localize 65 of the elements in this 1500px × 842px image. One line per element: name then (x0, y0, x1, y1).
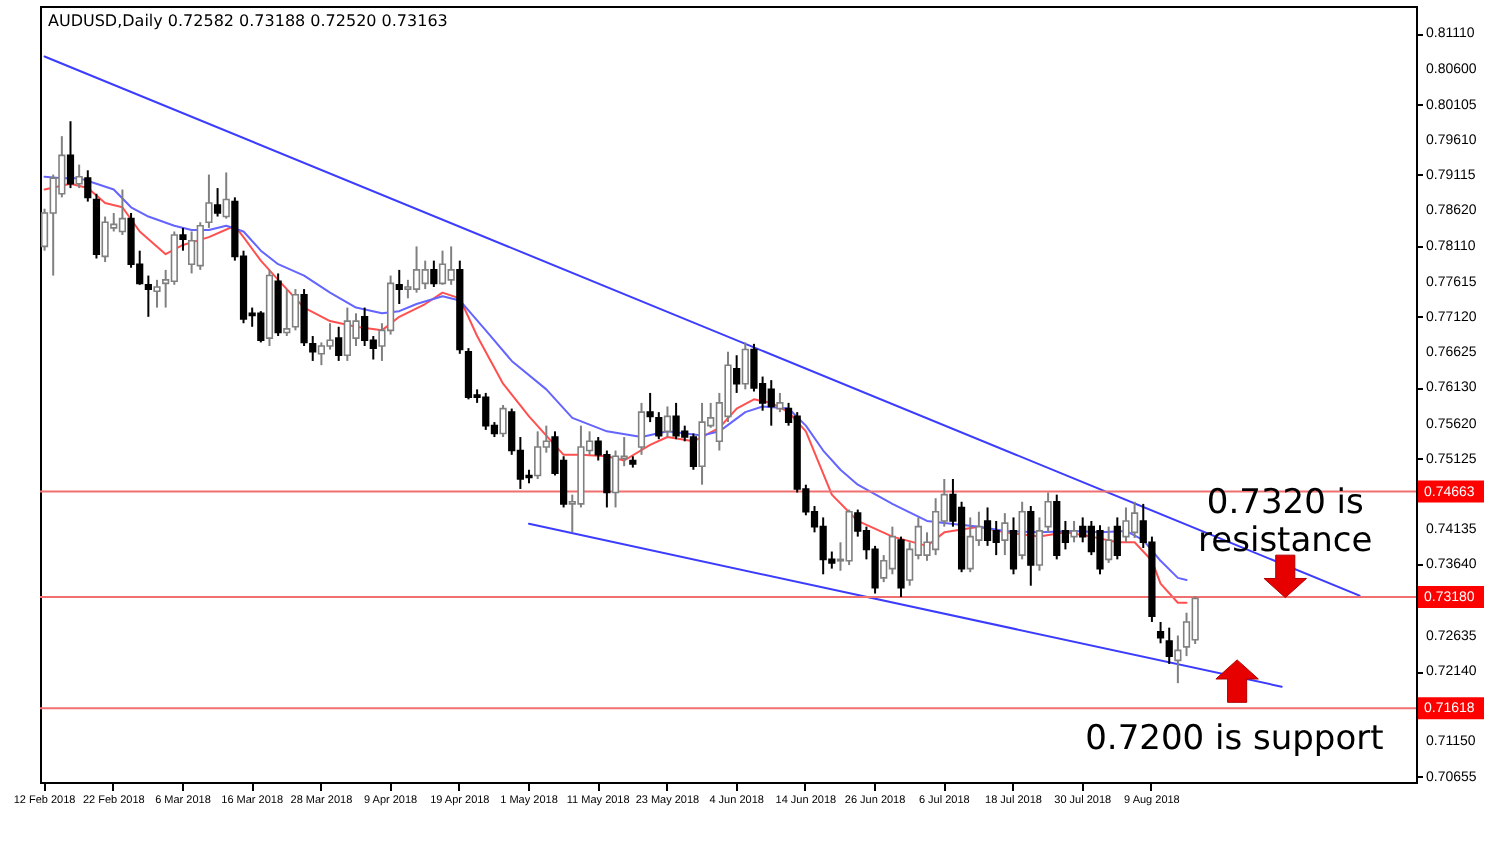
candlestick (1105, 525, 1113, 564)
candlestick (153, 278, 161, 309)
candlestick (309, 335, 317, 362)
candlestick (741, 341, 749, 391)
candlestick (1044, 491, 1052, 534)
candlestick (412, 245, 421, 294)
candlestick (84, 169, 92, 203)
candlestick (1070, 519, 1078, 544)
candlestick (1018, 500, 1026, 561)
candlestick (819, 516, 827, 576)
candlestick (205, 173, 213, 229)
candlestick (326, 322, 334, 351)
candlestick (361, 306, 369, 347)
candlestick (655, 411, 663, 441)
candlestick (1165, 626, 1173, 665)
candlestick (188, 230, 196, 275)
candlestick (101, 215, 109, 264)
candlestick (611, 449, 620, 509)
candlestick (733, 354, 741, 394)
candlestick (1122, 506, 1130, 544)
candlestick (698, 401, 706, 486)
candlestick (335, 325, 343, 362)
chart-title: AUDUSD,Daily 0.72582 0.73188 0.72520 0.73163 (48, 12, 448, 30)
candlestick (1001, 512, 1009, 557)
candlestick (646, 391, 654, 424)
candlestick (66, 120, 75, 190)
candlestick (257, 310, 265, 344)
candlestick (1113, 516, 1121, 561)
candlestick (1009, 516, 1018, 576)
candlestick (534, 430, 542, 480)
candlestick (1079, 516, 1087, 544)
candlestick (196, 221, 204, 271)
candlestick (637, 401, 646, 456)
candlestick (170, 230, 178, 286)
candlestick (300, 288, 308, 347)
candlestick (689, 432, 698, 471)
candlestick (291, 288, 300, 332)
candlestick (672, 401, 680, 441)
candlestick (897, 535, 905, 599)
candlestick (213, 187, 222, 218)
candlestick (767, 379, 775, 427)
candlestick (430, 259, 438, 288)
candlestick (992, 519, 1000, 557)
candlestick (776, 391, 784, 414)
candlestick (438, 249, 447, 286)
annotation: 0.7200 is support (1085, 719, 1385, 760)
candlestick (179, 226, 187, 252)
candlestick (888, 525, 896, 576)
candlestick (1035, 516, 1044, 572)
candlestick (222, 171, 230, 220)
candlestick (983, 506, 992, 547)
candlestick (1191, 595, 1199, 646)
candlestick (75, 163, 83, 190)
candlestick (464, 347, 473, 401)
candlestick (118, 188, 127, 237)
candlestick (144, 274, 152, 318)
candlestick (499, 404, 507, 439)
candlestick (395, 268, 403, 306)
candlestick (447, 245, 455, 286)
candlestick (663, 405, 672, 439)
candlestick (421, 259, 429, 291)
candlestick (1156, 620, 1165, 645)
candlestick (1096, 524, 1104, 576)
candlestick (1174, 634, 1182, 685)
candlestick (283, 288, 291, 338)
